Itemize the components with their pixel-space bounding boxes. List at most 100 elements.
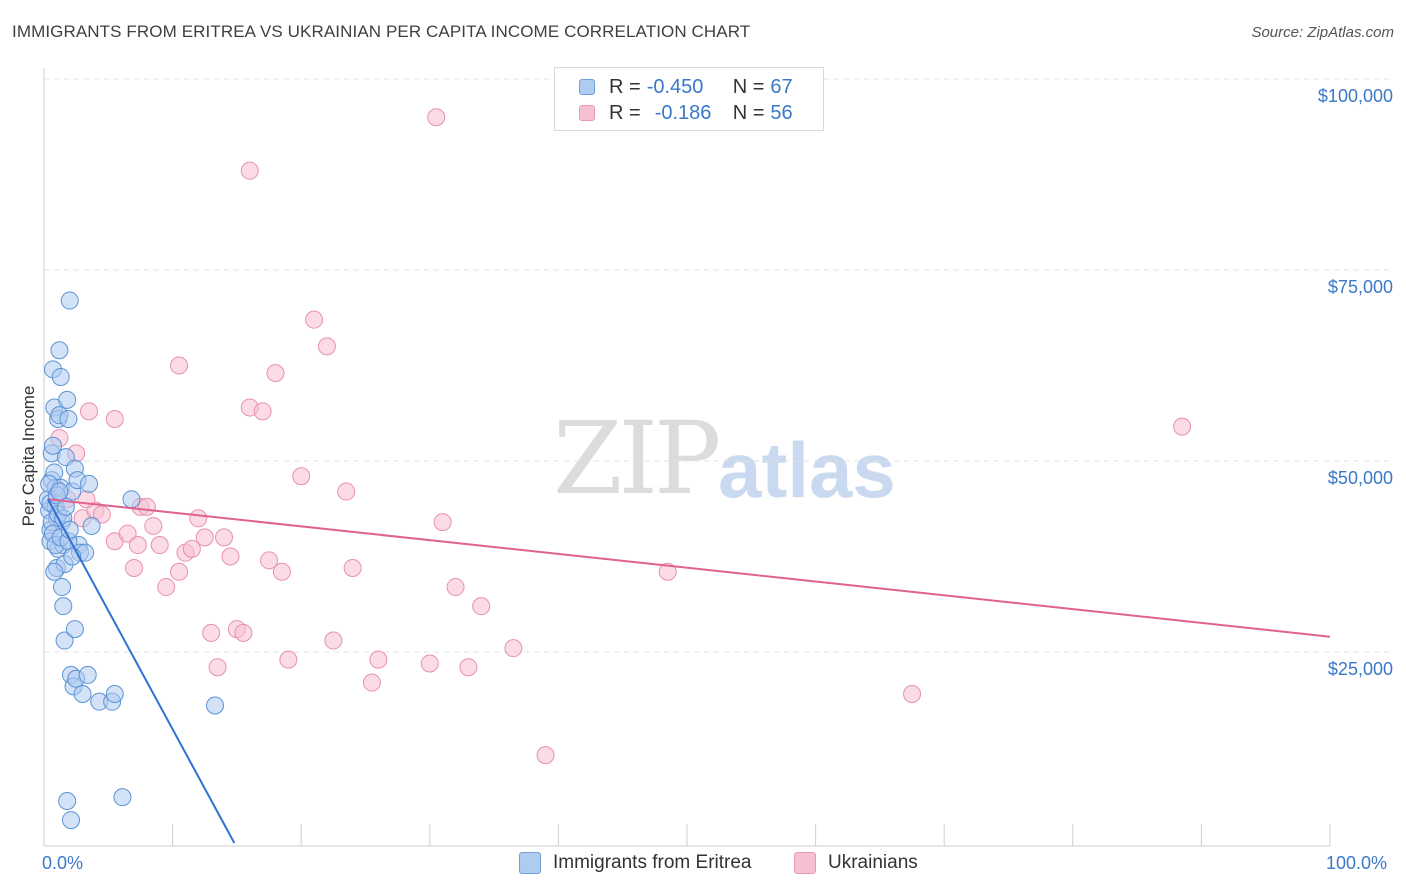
eritrea-point: [50, 482, 69, 501]
ukrainians-point: [472, 597, 491, 616]
eritrea-point: [60, 291, 79, 310]
ukrainians-point: [195, 528, 214, 547]
ukrainians-point: [362, 673, 381, 692]
ukrainians-point: [128, 536, 147, 555]
eritrea-point: [62, 811, 81, 830]
ukrainians-point: [150, 536, 169, 555]
ukrainians-point: [144, 516, 163, 535]
axes: [43, 68, 1331, 847]
eritrea-point: [59, 409, 78, 428]
ukrainians-point: [215, 528, 234, 547]
ukrainians-point: [266, 364, 285, 383]
ukrainians-point: [536, 746, 555, 765]
ukrainians-point: [292, 467, 311, 486]
source-label: Source: ZipAtlas.com: [1251, 24, 1394, 41]
legend-label-eritrea: Immigrants from Eritrea: [553, 852, 752, 873]
eritrea-point: [122, 490, 141, 509]
ukrainians-trend-line: [47, 498, 1331, 638]
eritrea-point: [51, 367, 70, 386]
r-value: -0.186: [654, 101, 712, 124]
ukrainians-point: [80, 402, 99, 421]
ukrainians-point: [343, 558, 362, 577]
ukrainians-point: [427, 108, 446, 127]
eritrea-point: [58, 390, 77, 409]
stats-swatch-ukrainians: [579, 105, 595, 121]
eritrea-point: [53, 578, 72, 597]
ukrainians-point: [118, 524, 137, 543]
ukrainians-point: [504, 639, 523, 658]
r-label: R =: [609, 101, 641, 124]
ukrainians-point: [433, 513, 452, 532]
eritrea-point: [82, 516, 101, 535]
legend-label-ukrainians: Ukrainians: [828, 852, 918, 873]
stats-row-ukrainians: R = -0.186 N = 56: [579, 101, 793, 125]
ukrainians-point: [137, 497, 156, 516]
stats-swatch-eritrea: [579, 79, 595, 95]
ukrainians-point: [260, 551, 279, 570]
eritrea-point: [80, 474, 99, 493]
eritrea-point: [73, 685, 92, 704]
legend: Immigrants from Eritrea Ukrainians: [0, 852, 1406, 876]
ukrainians-point: [446, 578, 465, 597]
y-tick-label: $25,000: [1327, 659, 1393, 679]
x-tick-label: 0.0%: [42, 853, 84, 873]
eritrea-point: [58, 791, 77, 810]
ukrainians-point: [369, 650, 388, 669]
ukrainians-point: [903, 685, 922, 704]
legend-swatch-ukrainians: [794, 852, 816, 874]
ukrainians-point: [420, 654, 439, 673]
eritrea-point: [65, 620, 84, 639]
r-value: -0.450: [646, 75, 704, 98]
ukrainians-point: [157, 578, 176, 597]
ukrainians-point: [324, 631, 343, 650]
ukrainians-point: [105, 409, 124, 428]
ukrainians-point: [208, 658, 227, 677]
ukrainians-point: [279, 650, 298, 669]
correlation-stats-box: R = -0.450 N = 67 R = -0.186 N = 56: [554, 67, 824, 131]
chart-title: IMMIGRANTS FROM ERITREA VS UKRAINIAN PER…: [12, 22, 751, 41]
watermark-zip: ZIP: [553, 400, 721, 517]
eritrea-point: [78, 665, 97, 684]
ukrainians-point: [170, 356, 189, 375]
ukrainians-point: [658, 562, 677, 581]
legend-item-eritrea[interactable]: Immigrants from Eritrea: [519, 852, 751, 874]
eritrea-point: [44, 436, 63, 455]
ukrainians-point: [253, 402, 272, 421]
ukrainians-points: [50, 108, 1192, 765]
ukrainians-point: [240, 161, 259, 180]
y-axis-title: Per Capita Income: [19, 385, 38, 527]
eritrea-trend-line: [46, 498, 236, 844]
trend-lines: [46, 498, 1331, 844]
watermark-atlas: atlas: [718, 426, 896, 514]
eritrea-point: [206, 696, 225, 715]
ukrainians-point: [170, 562, 189, 581]
stats-row-eritrea: R = -0.450 N = 67: [579, 75, 793, 99]
y-tick-label: $75,000: [1327, 277, 1393, 297]
n-value: 56: [770, 101, 793, 124]
x-tick-label: 100.0%: [1326, 853, 1388, 873]
eritrea-point: [45, 562, 64, 581]
legend-item-ukrainians[interactable]: Ukrainians: [794, 852, 918, 874]
ukrainians-point: [317, 337, 336, 356]
n-value: 67: [770, 75, 793, 98]
y-tick-label: $50,000: [1327, 468, 1393, 488]
eritrea-point: [55, 631, 74, 650]
ukrainians-point: [202, 623, 221, 642]
ukrainians-point: [305, 310, 324, 329]
ukrainians-point: [337, 482, 356, 501]
eritrea-point: [113, 788, 132, 807]
n-label: N =: [732, 75, 765, 98]
n-label: N =: [732, 101, 765, 124]
ukrainians-point: [272, 562, 291, 581]
eritrea-points: [38, 291, 225, 830]
ukrainians-point: [182, 539, 201, 558]
r-label: R =: [609, 75, 641, 98]
ukrainians-point: [459, 658, 478, 677]
eritrea-point: [50, 341, 69, 360]
ukrainians-point: [125, 558, 144, 577]
ukrainians-point: [221, 547, 240, 566]
ukrainians-point: [1173, 417, 1192, 436]
ukrainians-point: [234, 623, 253, 642]
eritrea-point: [54, 597, 73, 616]
